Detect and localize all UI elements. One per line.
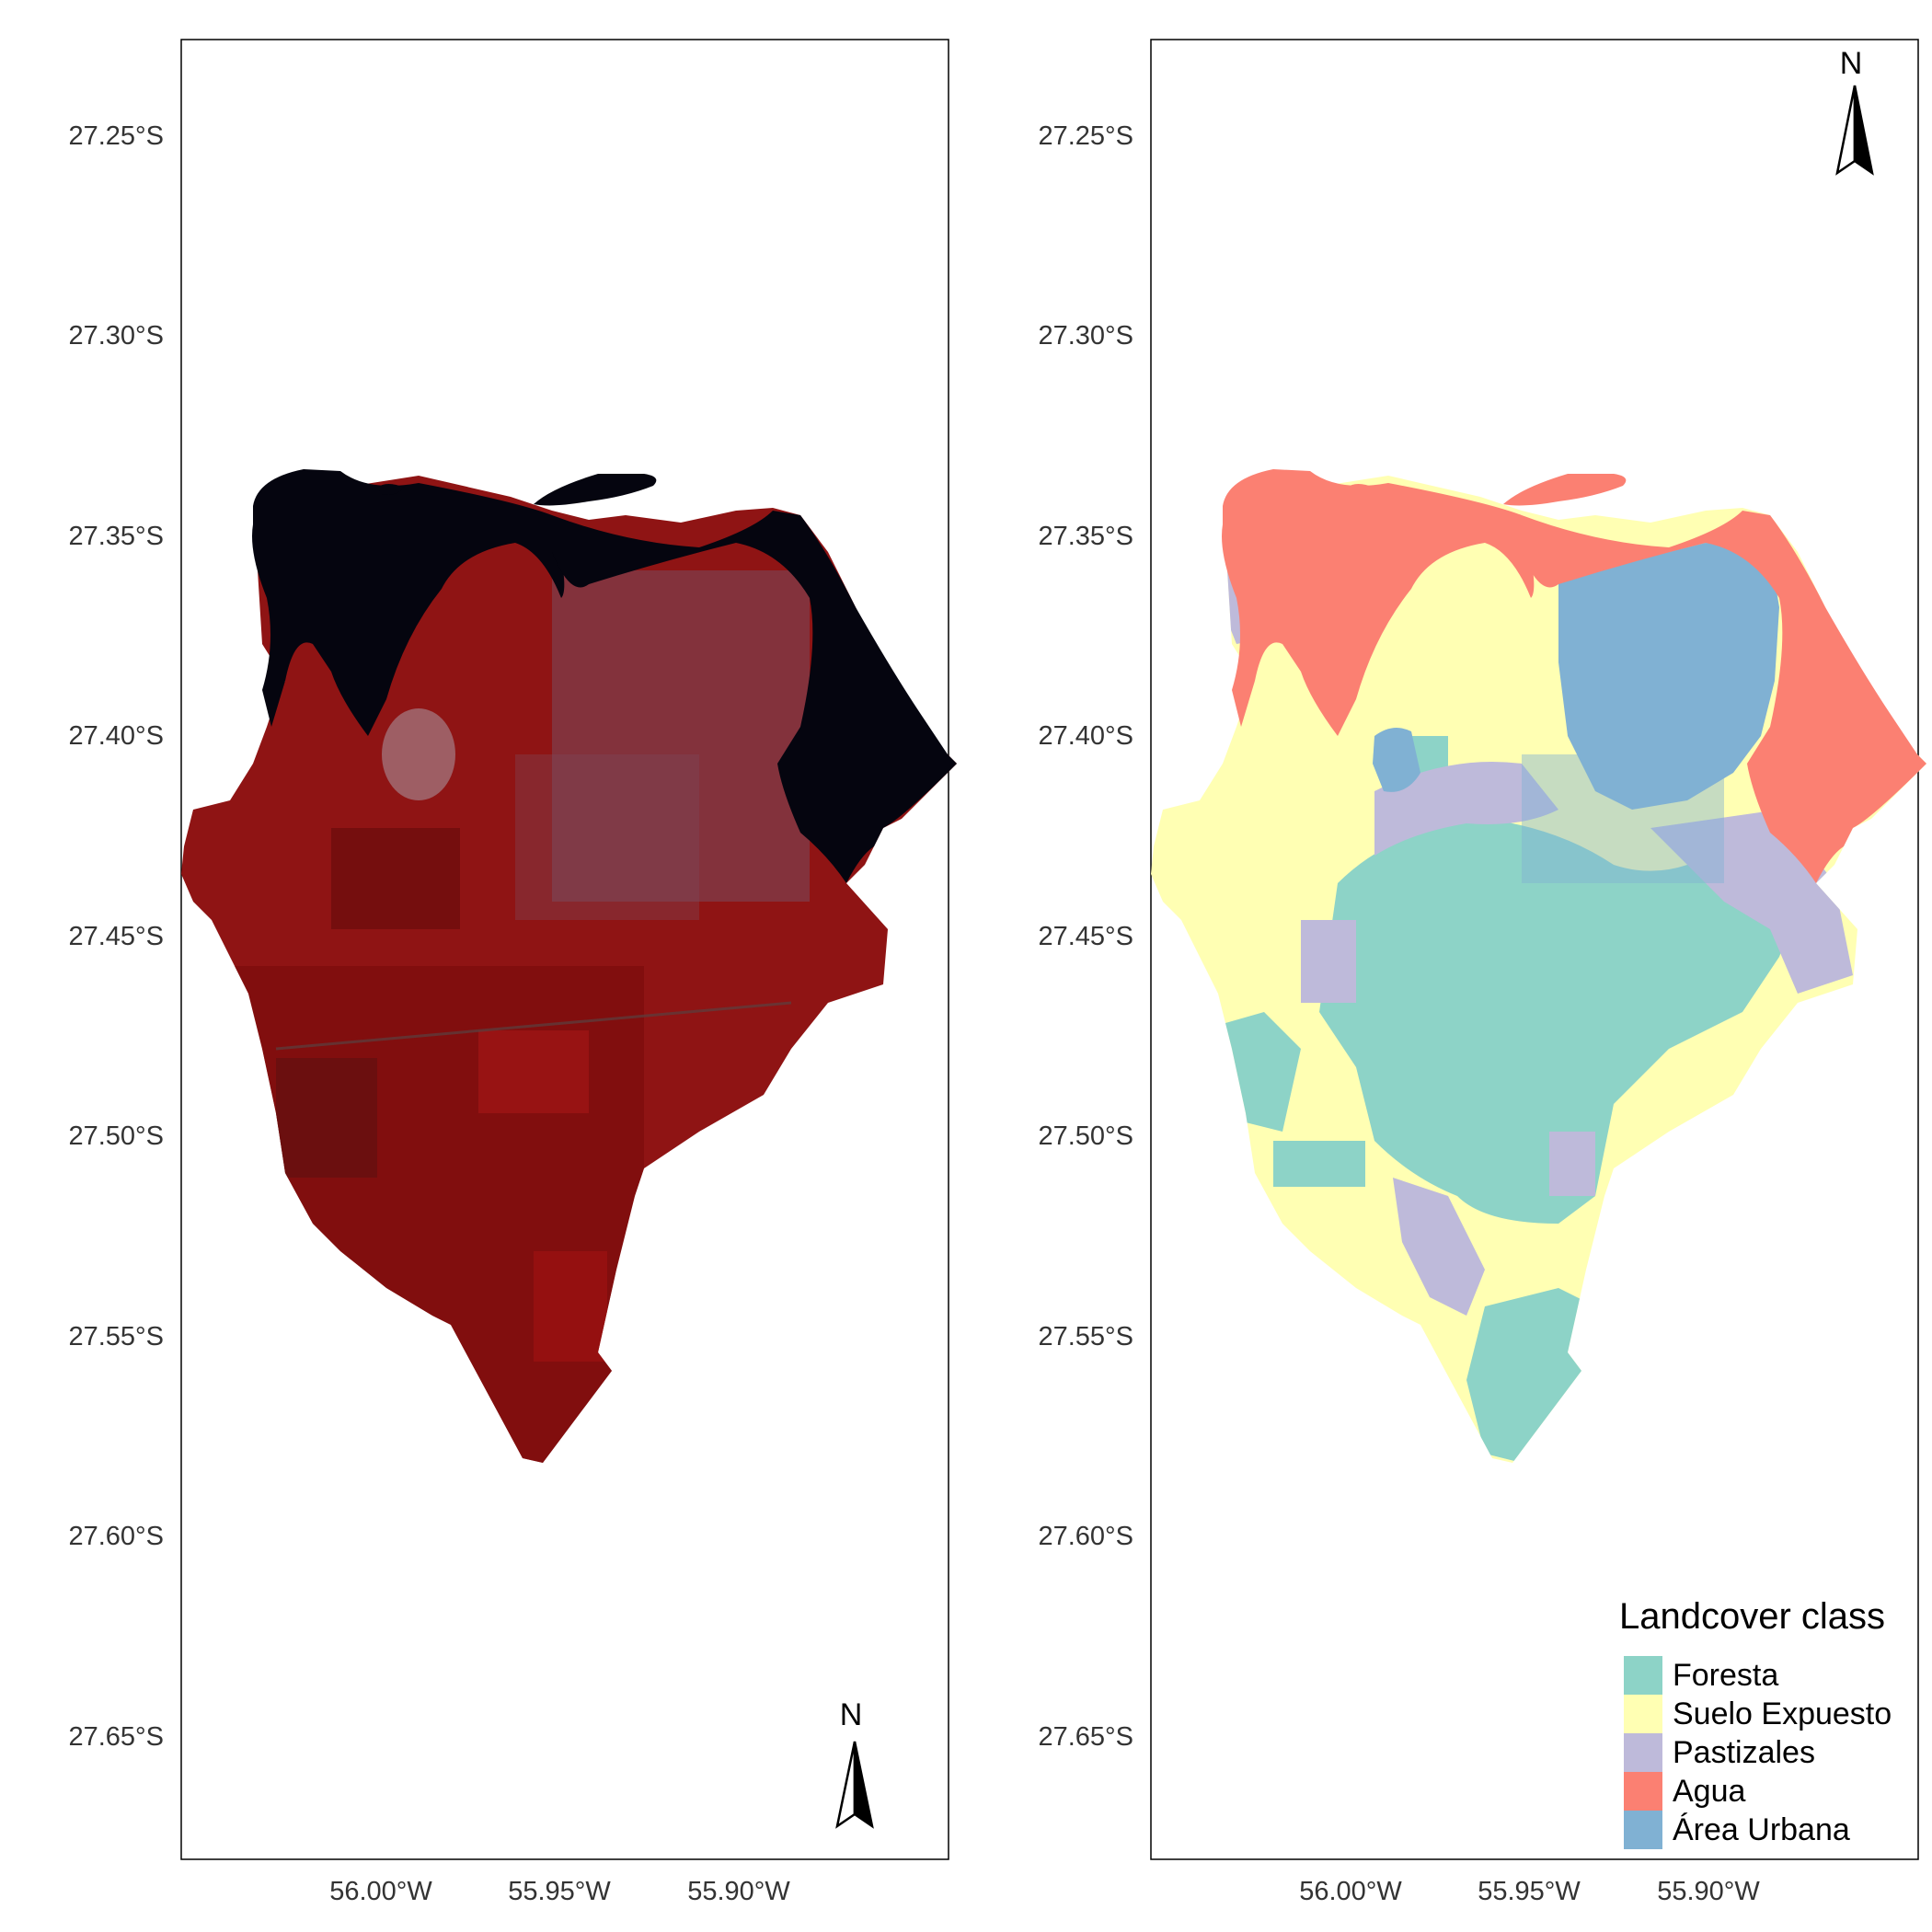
right-pastizales-south bbox=[1393, 1178, 1485, 1316]
left-y-tick-label: 27.30°S bbox=[68, 321, 164, 351]
legend-label: Suelo Expuesto bbox=[1673, 1696, 1892, 1731]
right-agua-island-large bbox=[1503, 474, 1627, 506]
left-y-tick-label: 27.50°S bbox=[68, 1121, 164, 1151]
left-bright-patch bbox=[382, 708, 455, 800]
legend-label: Área Urbana bbox=[1673, 1812, 1850, 1847]
right-y-axis: 27.25°S 27.30°S 27.35°S 27.40°S 27.45°S 27.50… bbox=[1038, 121, 1133, 1752]
left-field-4 bbox=[534, 1251, 607, 1362]
left-y-axis: 27.25°S 27.30°S 27.35°S 27.40°S 27.45°S 27.50… bbox=[68, 121, 164, 1752]
right-north-arrow-right-half bbox=[1853, 85, 1874, 176]
left-y-tick-label: 27.45°S bbox=[68, 922, 164, 951]
right-y-tick-label: 27.65°S bbox=[1038, 1722, 1133, 1752]
left-urban-texture-2 bbox=[515, 754, 699, 920]
left-x-axis: 56.00°W 55.95°W 55.90°W bbox=[329, 1877, 790, 1906]
right-foresta-central bbox=[1319, 819, 1788, 1224]
legend-swatch bbox=[1624, 1772, 1662, 1811]
right-y-tick-label: 27.25°S bbox=[1038, 121, 1133, 151]
right-x-tick-label: 55.95°W bbox=[1478, 1877, 1581, 1906]
right-urbana-block bbox=[1373, 728, 1420, 792]
left-y-tick-label: 27.60°S bbox=[68, 1522, 164, 1551]
left-y-tick-label: 27.35°S bbox=[68, 522, 164, 551]
right-pastizales-central bbox=[1374, 762, 1558, 856]
left-y-tick-label: 27.65°S bbox=[68, 1722, 164, 1752]
left-urban-texture bbox=[552, 570, 810, 902]
left-road bbox=[275, 1001, 792, 1051]
right-foresta-patch-2 bbox=[1273, 1141, 1365, 1187]
left-north-label: N bbox=[840, 1697, 863, 1732]
left-river-main bbox=[552, 511, 957, 883]
legend-label: Pastizales bbox=[1673, 1735, 1815, 1770]
landcover-map bbox=[1151, 469, 1926, 1463]
left-north-arrow: N bbox=[835, 1697, 874, 1829]
right-north-arrow: N bbox=[1835, 46, 1874, 176]
left-y-tick-label: 27.40°S bbox=[68, 721, 164, 751]
right-x-tick-label: 55.90°W bbox=[1657, 1877, 1760, 1906]
right-y-tick-label: 27.30°S bbox=[1038, 321, 1133, 351]
left-north-arrow-right-half bbox=[853, 1741, 874, 1829]
legend-label: Agua bbox=[1673, 1774, 1745, 1809]
left-y-tick-label: 27.55°S bbox=[68, 1322, 164, 1351]
left-map-panel: N 27.25°S27.30°S27.35°S27.40°S27.45°S27.… bbox=[68, 39, 957, 1906]
right-y-tick-label: 27.35°S bbox=[1038, 522, 1133, 551]
legend-label: Foresta bbox=[1673, 1658, 1778, 1693]
left-island-large bbox=[534, 474, 657, 506]
left-island-small bbox=[377, 484, 405, 495]
right-y-tick-label: 27.45°S bbox=[1038, 922, 1133, 951]
right-north-label: N bbox=[1840, 46, 1863, 81]
left-field-1 bbox=[331, 828, 460, 929]
right-y-tick-label: 27.55°S bbox=[1038, 1322, 1133, 1351]
right-y-tick-label: 27.60°S bbox=[1038, 1522, 1133, 1551]
legend-title: Landcover class bbox=[1619, 1596, 1885, 1637]
right-pastizales-patch-2 bbox=[1549, 1132, 1595, 1196]
right-agua-river bbox=[1222, 469, 1535, 736]
legend-swatch bbox=[1624, 1695, 1662, 1733]
left-x-tick-label: 55.95°W bbox=[508, 1877, 611, 1906]
right-y-tick-label: 27.40°S bbox=[1038, 721, 1133, 751]
right-urbana-city bbox=[1558, 543, 1779, 810]
left-field-3 bbox=[276, 1058, 377, 1178]
left-x-tick-label: 55.90°W bbox=[687, 1877, 790, 1906]
right-pastizales-patch-1 bbox=[1301, 920, 1356, 1003]
left-x-tick-label: 56.00°W bbox=[329, 1877, 432, 1906]
right-y-tick-label: 27.50°S bbox=[1038, 1121, 1133, 1151]
right-x-axis: 56.00°W 55.95°W 55.90°W bbox=[1299, 1877, 1760, 1906]
left-river bbox=[252, 469, 565, 736]
legend-swatch bbox=[1624, 1656, 1662, 1695]
legend-swatch bbox=[1624, 1811, 1662, 1849]
right-agua-island-small bbox=[1347, 484, 1374, 495]
legend-swatch bbox=[1624, 1733, 1662, 1772]
right-x-tick-label: 56.00°W bbox=[1299, 1877, 1402, 1906]
left-y-tick-label: 27.25°S bbox=[68, 121, 164, 151]
right-urbana-texture bbox=[1522, 754, 1724, 883]
right-agua-main bbox=[1522, 511, 1926, 883]
left-field-2 bbox=[478, 1030, 589, 1113]
